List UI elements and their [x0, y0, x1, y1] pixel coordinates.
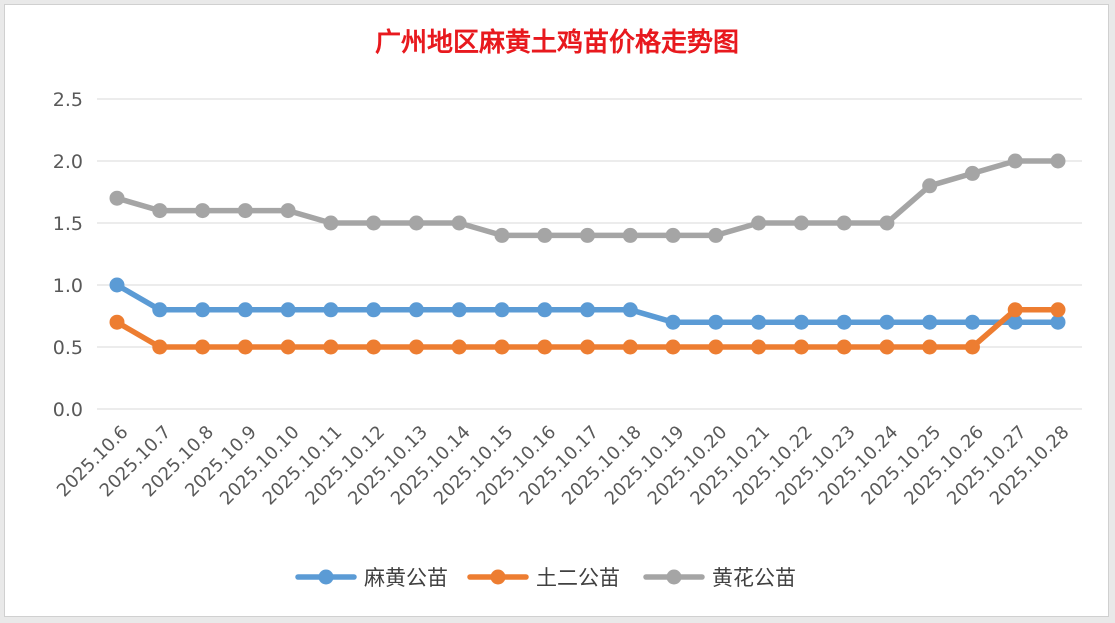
legend-marker	[490, 569, 506, 585]
data-point	[451, 215, 467, 231]
data-point	[1007, 314, 1023, 330]
data-point	[280, 339, 296, 355]
legend-item: 麻黄公苗	[295, 566, 448, 590]
chart-container: 广州地区麻黄土鸡苗价格走势图 0.0 0.5 1.0 1.5 2.0 2.5 2025.1…	[4, 4, 1109, 617]
data-point	[1050, 302, 1066, 318]
data-point	[195, 302, 211, 318]
data-point	[964, 339, 980, 355]
data-point	[665, 314, 681, 330]
data-point	[708, 227, 724, 243]
data-point	[451, 302, 467, 318]
data-point	[879, 339, 895, 355]
data-point	[109, 277, 125, 293]
data-point	[152, 302, 168, 318]
data-point	[580, 302, 595, 318]
data-point	[323, 302, 339, 318]
data-point	[879, 215, 895, 231]
data-point	[708, 314, 724, 330]
legend-label: 土二公苗	[536, 566, 620, 590]
legend-label: 黄花公苗	[712, 566, 796, 590]
data-point	[237, 203, 253, 219]
data-point	[109, 190, 125, 206]
series-group	[109, 153, 1066, 355]
data-point	[494, 302, 510, 318]
y-tick-label: 1.5	[53, 213, 83, 235]
series-3	[109, 153, 1066, 243]
data-point	[366, 302, 382, 318]
data-point	[537, 302, 553, 318]
series-line	[114, 158, 1061, 239]
data-point	[408, 215, 424, 231]
data-point	[280, 302, 296, 318]
data-point	[580, 339, 595, 355]
data-point	[323, 215, 339, 231]
data-point	[152, 203, 168, 219]
data-point	[1007, 302, 1023, 318]
data-point	[195, 339, 211, 355]
y-tick-label: 0.0	[53, 399, 83, 421]
y-tick-label: 2.0	[53, 151, 83, 173]
legend: 麻黄公苗 土二公苗 黄花公苗	[295, 566, 796, 590]
legend-label: 麻黄公苗	[364, 566, 448, 590]
gridlines	[97, 98, 1082, 410]
data-point	[665, 227, 681, 243]
data-point	[408, 339, 424, 355]
data-point	[793, 314, 809, 330]
data-point	[793, 339, 809, 355]
data-point	[751, 339, 767, 355]
data-point	[964, 165, 980, 181]
data-point	[366, 339, 382, 355]
y-tick-label: 0.5	[53, 337, 83, 359]
data-point	[366, 215, 382, 231]
data-point	[237, 302, 253, 318]
data-point	[922, 339, 938, 355]
data-point	[665, 339, 681, 355]
data-point	[1050, 314, 1066, 330]
data-point	[836, 215, 852, 231]
data-point	[622, 302, 638, 318]
legend-item: 黄花公苗	[643, 566, 796, 590]
data-point	[1007, 153, 1023, 169]
data-point	[793, 215, 809, 231]
series-2	[109, 302, 1066, 355]
data-point	[537, 339, 553, 355]
data-point	[451, 339, 467, 355]
data-point	[622, 227, 638, 243]
data-point	[836, 339, 852, 355]
data-point	[237, 339, 253, 355]
data-point	[109, 314, 125, 330]
data-point	[708, 339, 724, 355]
y-tick-label: 1.0	[53, 275, 83, 297]
data-point	[964, 314, 980, 330]
data-point	[494, 227, 510, 243]
line-chart: 广州地区麻黄土鸡苗价格走势图 0.0 0.5 1.0 1.5 2.0 2.5 2025.1…	[53, 27, 1082, 590]
series-1	[109, 277, 1066, 330]
legend-marker	[666, 569, 682, 585]
data-point	[751, 314, 767, 330]
chart-title: 广州地区麻黄土鸡苗价格走势图	[375, 27, 739, 58]
data-point	[408, 302, 424, 318]
data-point	[836, 314, 852, 330]
data-point	[1050, 153, 1066, 169]
data-point	[622, 339, 638, 355]
data-point	[323, 339, 339, 355]
legend-marker	[318, 569, 334, 585]
data-point	[280, 203, 296, 219]
data-point	[922, 314, 938, 330]
data-point	[879, 314, 895, 330]
data-point	[152, 339, 168, 355]
data-point	[494, 339, 510, 355]
data-point	[195, 203, 211, 219]
legend-item: 土二公苗	[467, 566, 620, 590]
data-point	[580, 227, 595, 243]
y-axis-ticks: 0.0 0.5 1.0 1.5 2.0 2.5	[53, 89, 83, 421]
data-point	[922, 178, 938, 194]
data-point	[537, 227, 553, 243]
x-axis-ticks: 2025.10.62025.10.72025.10.82025.10.92025…	[53, 422, 1074, 510]
data-point	[751, 215, 767, 231]
y-tick-label: 2.5	[53, 89, 83, 111]
